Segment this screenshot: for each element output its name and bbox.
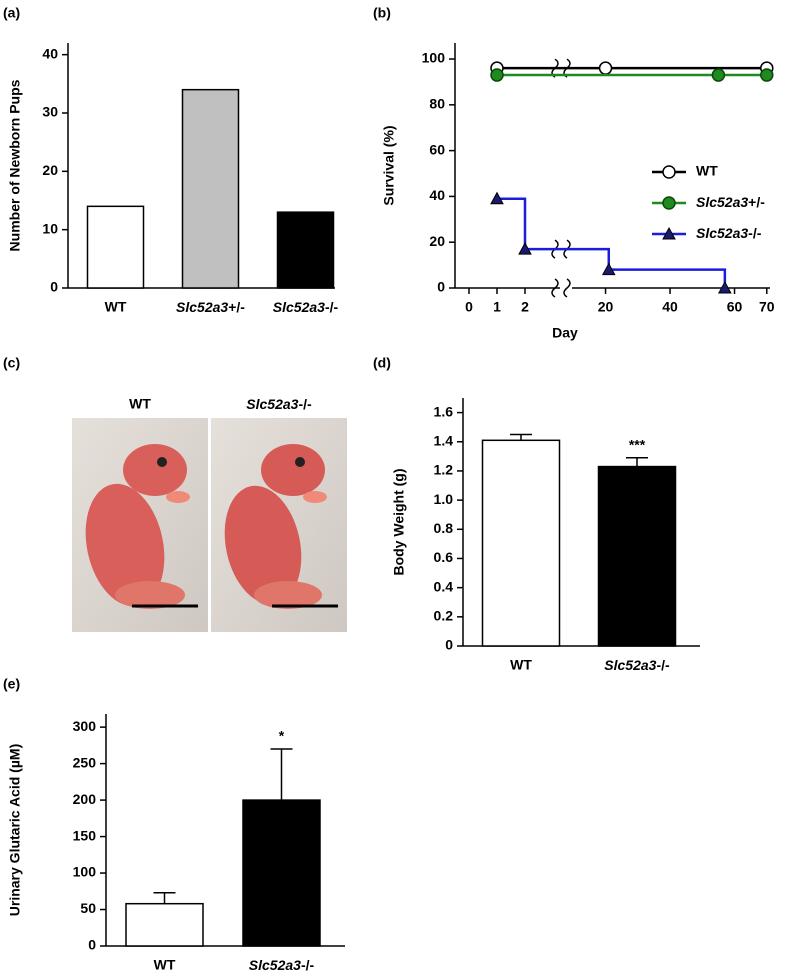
significance-label: * (279, 728, 285, 744)
bar (481, 439, 561, 647)
panel-label: (b) (373, 5, 391, 21)
legend-label: WT (696, 163, 718, 179)
legend-marker (662, 165, 676, 179)
pup-wt (85, 444, 190, 609)
legend-marker (662, 226, 676, 240)
y-tick-label: 1.0 (434, 491, 454, 507)
survival-line (497, 197, 727, 288)
x-tick-label: 1 (493, 299, 501, 315)
marker (490, 68, 504, 82)
y-tick-label: 30 (42, 104, 58, 120)
y-tick-label: 0 (437, 279, 445, 295)
y-tick-label: 80 (429, 96, 445, 112)
marker (598, 61, 613, 75)
y-tick-label: 60 (429, 141, 445, 157)
x-tick-label: Slc52a3-/- (604, 657, 670, 673)
y-tick-label: 100 (73, 864, 97, 880)
x-tick-label: 70 (759, 299, 775, 315)
y-tick-label: 40 (42, 45, 58, 61)
bar (597, 465, 677, 647)
legend-label: Slc52a3+/- (696, 194, 765, 210)
bar (276, 211, 335, 289)
bar (86, 205, 145, 289)
y-tick-label: 0.4 (434, 578, 454, 594)
y-axis-label: Body Weight (g) (391, 468, 407, 575)
panel-label: (d) (373, 355, 391, 371)
panel-label: (a) (3, 5, 20, 21)
x-tick-label: 60 (727, 299, 743, 315)
y-axis-label: Urinary Glutaric Acid (µM) (7, 744, 23, 916)
x-tick-label: Slc52a3+/- (176, 299, 245, 315)
x-tick-label: 40 (662, 299, 678, 315)
marker (760, 68, 774, 82)
x-tick-label: Slc52a3-/- (273, 299, 339, 315)
x-tick-label: 2 (521, 299, 529, 315)
bar (125, 902, 204, 947)
marker (718, 280, 732, 294)
y-tick-label: 0.2 (434, 608, 454, 624)
y-axis-label: Number of Newborn Pups (7, 79, 23, 251)
marker (518, 242, 532, 255)
axis-break (551, 278, 559, 298)
y-tick-label: 100 (422, 50, 446, 66)
marker (711, 68, 726, 82)
y-tick-label: 200 (73, 791, 97, 807)
y-tick-label: 10 (42, 220, 58, 236)
y-tick-label: 0.8 (434, 520, 454, 536)
photo-panel (72, 418, 347, 632)
legend-label: Slc52a3-/- (696, 225, 762, 241)
y-tick-label: 0.6 (434, 549, 454, 565)
y-tick-label: 20 (429, 233, 445, 249)
axis-break (563, 278, 571, 298)
x-axis-label: Day (552, 325, 578, 341)
x-tick-label: WT (510, 657, 532, 673)
x-tick-label: WT (105, 299, 127, 315)
marker (490, 191, 504, 205)
y-tick-label: 50 (80, 900, 96, 916)
x-tick-label: 20 (598, 299, 614, 315)
y-tick-label: 20 (42, 162, 58, 178)
y-tick-label: 0 (445, 637, 453, 653)
y-tick-label: 1.2 (434, 462, 454, 478)
bar (181, 88, 240, 289)
y-tick-label: 1.6 (434, 403, 454, 419)
bar (242, 799, 321, 947)
y-tick-label: 0 (88, 937, 96, 953)
marker (601, 262, 616, 276)
y-tick-label: 0 (50, 279, 58, 295)
legend-marker (662, 196, 676, 210)
panel-label: (e) (3, 676, 20, 692)
x-tick-label: WT (154, 957, 176, 973)
photo-label: Slc52a3-/- (246, 396, 312, 412)
y-tick-label: 1.4 (434, 432, 454, 448)
significance-label: *** (629, 437, 646, 453)
y-tick-label: 40 (429, 187, 445, 203)
pup-ko (224, 444, 327, 609)
x-tick-label: Slc52a3-/- (249, 957, 315, 973)
photo-label: WT (129, 396, 151, 412)
y-tick-label: 300 (73, 718, 97, 734)
panel-label: (c) (3, 355, 20, 371)
y-axis-label: Survival (%) (381, 125, 397, 205)
y-tick-label: 150 (73, 827, 97, 843)
x-tick-label: 0 (465, 299, 473, 315)
y-tick-label: 250 (73, 754, 97, 770)
